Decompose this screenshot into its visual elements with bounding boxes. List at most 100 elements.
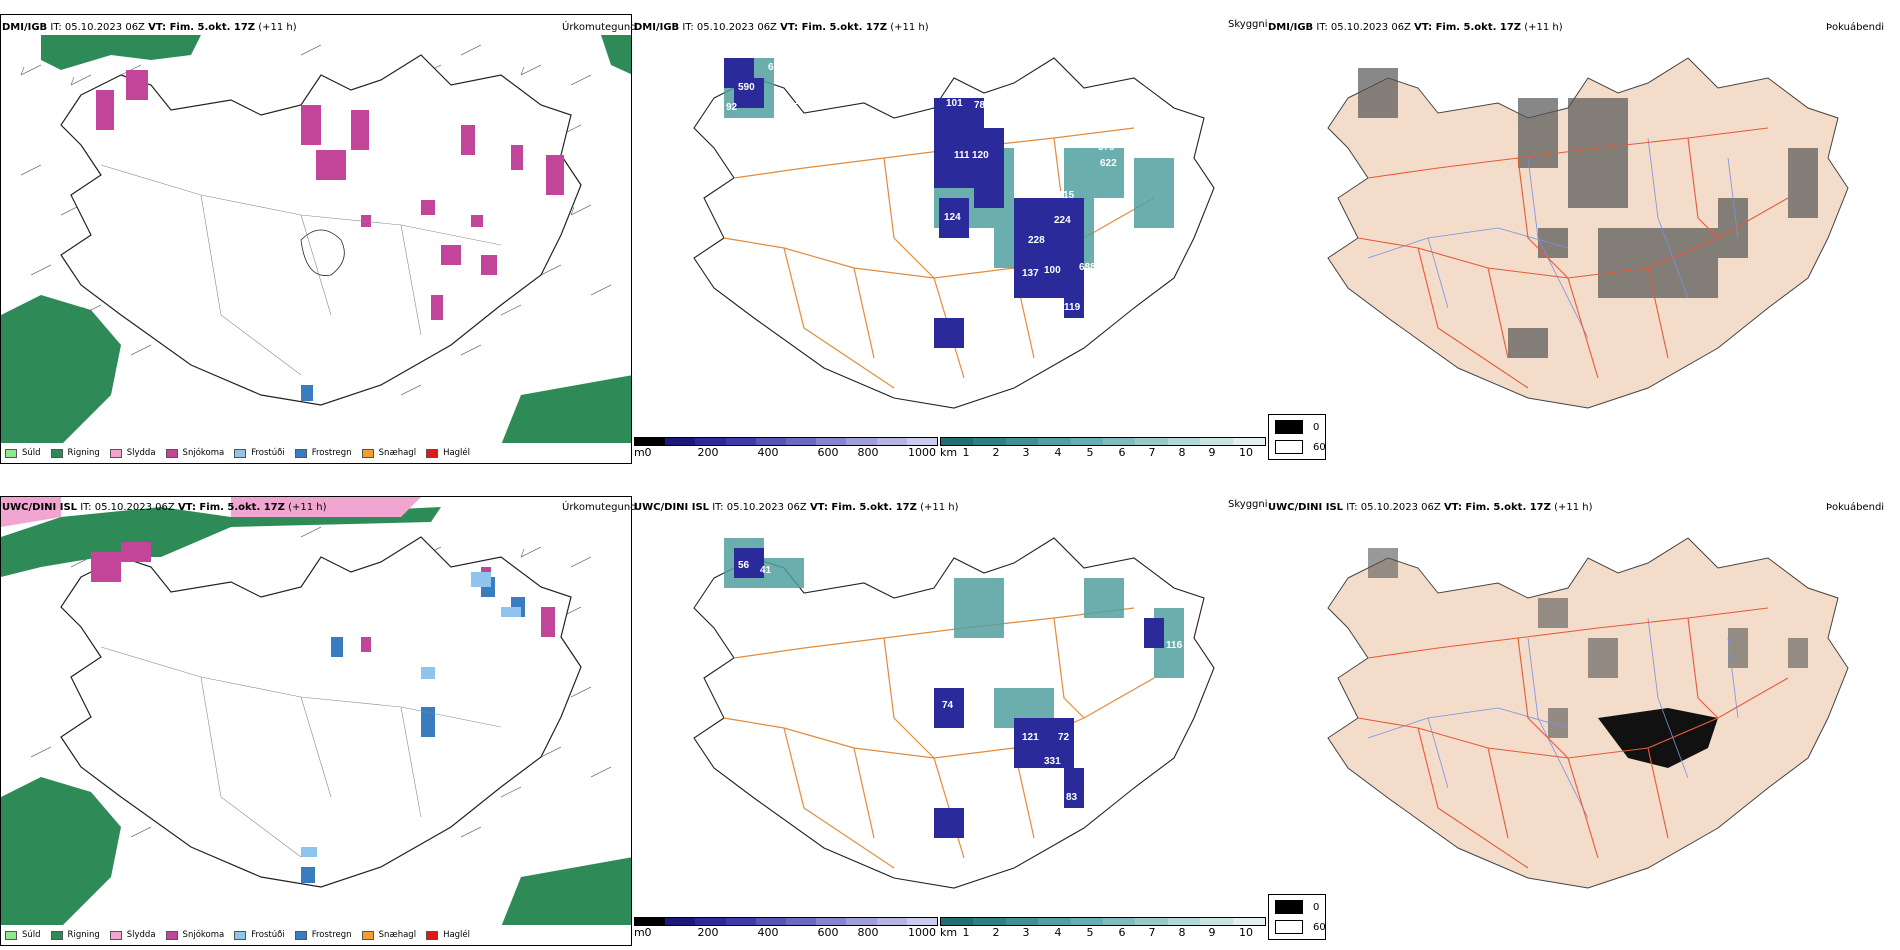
legend-swatch <box>426 449 438 458</box>
colorbar-cells <box>634 917 938 926</box>
vis-label: 78 <box>974 100 986 111</box>
vis-label: 56 <box>738 560 750 571</box>
legend-item: Rigning <box>51 930 100 940</box>
legend-item: Slydda <box>110 930 156 940</box>
legend-swatch <box>51 931 63 940</box>
vis-label: 25 <box>982 644 994 655</box>
legend-item: Súld <box>5 930 41 940</box>
title-precip-dmi: Úrkomutegund <box>562 22 637 34</box>
visibility-colorbar-km-dmi: km 1 2 3 4 5 6 7 8 9 10 <box>940 437 1266 458</box>
legend-swatch <box>110 449 122 458</box>
vis-label: 331 <box>1044 756 1061 767</box>
vis-label: 590 <box>738 82 755 93</box>
iceland-outline <box>61 537 581 887</box>
legend-item: Snæhagl <box>362 448 416 458</box>
colorbar-tick: 10 <box>1239 446 1253 459</box>
colorbar-tick: 5 <box>1087 926 1094 939</box>
legend-item: Súld <box>5 448 41 458</box>
vis-label: 103 <box>1114 732 1131 743</box>
legend-swatch <box>426 931 438 940</box>
legend-swatch <box>234 931 246 940</box>
vis-label: 104 <box>794 96 811 107</box>
colorbar-tick: 4 <box>1055 926 1062 939</box>
vis-label: 121 <box>1022 732 1039 743</box>
colorbar-tick: 0 <box>645 446 652 459</box>
colorbar-tick: 1000 <box>908 446 936 459</box>
colorbar-unit: m <box>634 926 645 939</box>
vis-label: 579 <box>1098 142 1115 153</box>
precip-legend-dmi: Súld Rigning Slydda Snjókoma Frostúði Fr… <box>1 443 631 463</box>
header-uwc-fog: UWC/DINI ISL IT: 05.10.2023 06Z VT: Fim.… <box>1268 502 1593 514</box>
colorbar-tick: 10 <box>1239 926 1253 939</box>
legend-item: Snjókoma <box>166 448 225 458</box>
colorbar-tick: 6 <box>1119 446 1126 459</box>
legend-swatch <box>1275 920 1303 934</box>
visibility-map-uwc: 74 48 331 72 121 61 83 56 41 35 25 99 11… <box>634 518 1264 908</box>
header-dmi-precip: DMI/IGB IT: 05.10.2023 06Z VT: Fim. 5.ok… <box>2 22 297 34</box>
colorbar-tick: 5 <box>1087 446 1094 459</box>
vis-label: 116 <box>1166 640 1183 651</box>
legend-item: Frostregn <box>295 930 352 940</box>
legend-swatch <box>166 931 178 940</box>
fog-map-dmi <box>1268 38 1898 428</box>
vis-label: 201 <box>1124 245 1141 256</box>
colorbar-tick: 1 <box>963 926 970 939</box>
vis-label: 101 <box>946 98 963 109</box>
legend-item: Slydda <box>110 448 156 458</box>
visibility-colorbar-km-uwc: km 1 2 3 4 5 6 7 8 9 10 <box>940 917 1266 938</box>
legend-swatch <box>5 931 17 940</box>
colorbar-tick: 200 <box>698 926 719 939</box>
rain-area-nw <box>41 35 201 70</box>
colorbar-tick: 8 <box>1179 446 1186 459</box>
vis-label: 228 <box>1028 235 1045 246</box>
vis-label: 124 <box>944 212 961 223</box>
vis-label: 224 <box>1054 215 1071 226</box>
precip-type-panel-dmi: Súld Rigning Slydda Snjókoma Frostúði Fr… <box>0 14 632 464</box>
title-visibility-uwc: Skyggni <box>1228 499 1268 511</box>
precip-map-uwc <box>1 497 632 927</box>
colorbar-cells <box>634 437 938 446</box>
legend-swatch <box>362 931 374 940</box>
header-dmi-visibility: DMI/IGB IT: 05.10.2023 06Z VT: Fim. 5.ok… <box>634 22 929 34</box>
header-dmi-fog: DMI/IGB IT: 05.10.2023 06Z VT: Fim. 5.ok… <box>1268 22 1563 34</box>
vis-label: 115 <box>1058 190 1075 201</box>
vis-label: 100 <box>1044 265 1061 276</box>
legend-swatch <box>166 449 178 458</box>
vis-label: 92 <box>726 102 738 113</box>
legend-swatch <box>295 449 307 458</box>
colorbar-tick: 9 <box>1209 446 1216 459</box>
rain-area-ne <box>601 35 632 75</box>
colorbar-cells <box>940 917 1266 926</box>
legend-swatch <box>362 449 374 458</box>
legend-swatch <box>234 449 246 458</box>
title-fog-dmi: Þokuábendi <box>1826 22 1884 34</box>
header-uwc-visibility: UWC/DINI ISL IT: 05.10.2023 06Z VT: Fim.… <box>634 502 959 514</box>
colorbar-tick: 400 <box>758 926 779 939</box>
vis-label: 99 <box>1130 620 1142 631</box>
legend-item: Frostúði <box>234 448 285 458</box>
visibility-colorbar-m-dmi: m 0 200 400 600 800 1000 <box>634 437 938 458</box>
legend-item: Rigning <box>51 448 100 458</box>
legend-item: Snæhagl <box>362 930 416 940</box>
freezing-rain-patch <box>301 385 313 401</box>
vis-label: 120 <box>972 150 989 161</box>
colorbar-tick: 3 <box>1023 446 1030 459</box>
precip-type-panel-uwc: Súld Rigning Slydda Snjókoma Frostúði Fr… <box>0 496 632 946</box>
colorbar-tick: 8 <box>1179 926 1186 939</box>
legend-item: Haglél <box>426 448 470 458</box>
colorbar-tick: 0 <box>645 926 652 939</box>
vis-label: 137 <box>1022 268 1039 279</box>
colorbar-tick: 400 <box>758 446 779 459</box>
visibility-map-dmi: 124 137 100 688 122 188 119 88 61 228 22… <box>634 38 1264 428</box>
colorbar-tick: 2 <box>993 446 1000 459</box>
vis-label: 48 <box>938 871 950 882</box>
vis-label: 83 <box>1066 792 1078 803</box>
vis-label: 35 <box>956 642 968 653</box>
vis-label: 74 <box>942 700 954 711</box>
vis-label: 88 <box>1070 332 1082 343</box>
legend-item: Haglél <box>426 930 470 940</box>
vis-label: 72 <box>1058 732 1070 743</box>
colorbar-tick: 4 <box>1055 446 1062 459</box>
title-precip-uwc: Úrkomutegund <box>562 502 637 514</box>
legend-swatch <box>51 449 63 458</box>
